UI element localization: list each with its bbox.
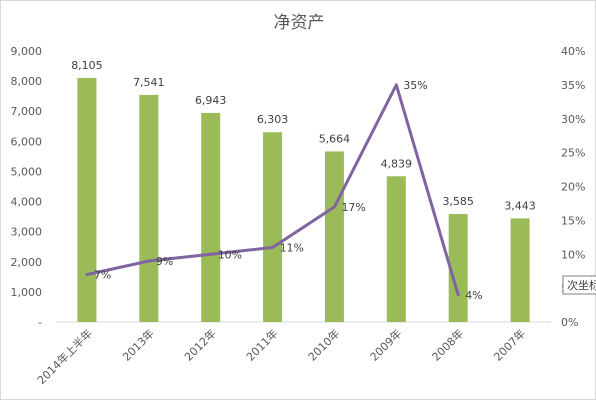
bar-series [77,77,530,322]
axis-tooltip: 次坐标 [562,275,596,295]
x-tick-label: 2009年 [367,326,404,363]
right-tick-label: 0% [561,316,578,329]
right-tick-label: 20% [561,181,585,194]
right-tick-label: 30% [561,113,585,126]
x-tick-label: 2011年 [243,326,280,363]
left-tick-label: 6,000 [11,135,43,148]
left-tick-label: 4,000 [11,196,43,209]
bar-data-label: 3,443 [504,199,536,212]
line-data-label: 11% [280,241,304,254]
bar [201,112,221,322]
bar [324,151,344,322]
left-tick-label: 1,000 [11,286,43,299]
left-tick-label: 2,000 [11,256,43,269]
bar-data-label: 8,105 [71,59,103,72]
chart-title: 净资产 [274,13,325,33]
left-tick-label: 7,000 [11,105,43,118]
left-tick-label: 3,000 [11,226,43,239]
x-tick-label: 2007年 [491,326,528,363]
line-data-label: 35% [403,79,427,92]
right-tick-label: 15% [561,214,585,227]
x-tick-label: 2013年 [119,326,156,363]
bar [263,132,283,322]
right-tick-label: 10% [561,248,585,261]
line-data-label: 4% [465,289,482,302]
x-tick-label: 2008年 [429,326,466,363]
right-tick-label: 40% [561,45,585,58]
x-tick-label: 2012年 [181,326,218,363]
left-tick-label: - [38,316,42,329]
line-series [85,83,460,297]
line-data-label: 7% [94,269,111,282]
bar-data-label: 5,664 [319,132,351,145]
left-tick-label: 5,000 [11,165,43,178]
tooltip-box [562,275,596,295]
bar [77,77,97,322]
bar-data-label: 6,943 [195,94,227,107]
x-tick-label: 2014年上半年 [34,326,95,387]
bar-data-labels: 8,105 7,541 6,943 6,303 5,664 4,839 3,585 3,443 [71,59,536,212]
left-tick-label: 9,000 [11,45,43,58]
right-tick-label: 25% [561,147,585,160]
line-data-label: 9% [156,255,173,268]
bar [386,176,406,322]
bar-data-label: 6,303 [257,113,289,126]
x-axis: 2014年上半年 2013年 2012年 2011年 2010年 2009年 2008年 20… [34,326,528,387]
right-axis: 0%5%10%15%20%25%30%35%40% [561,45,585,329]
x-tick-label: 2010年 [305,326,342,363]
right-tick-label: 35% [561,79,585,92]
left-tick-label: 8,000 [11,75,43,88]
bar-data-label: 4,839 [381,157,413,170]
bar-data-label: 7,541 [133,76,165,89]
bar-data-label: 3,585 [442,195,474,208]
line-data-label: 10% [218,248,242,261]
left-axis: - 1,000 2,000 3,000 4,000 5,000 6,000 7,000 8,00… [11,45,43,329]
bar [510,218,530,322]
tooltip-text: 次坐标 [567,278,596,292]
bar [139,94,159,322]
line-data-labels: 7% 9% 10% 11% 17% 35% 4% [94,79,483,302]
line-data-label: 17% [341,201,365,214]
bar [448,214,468,322]
